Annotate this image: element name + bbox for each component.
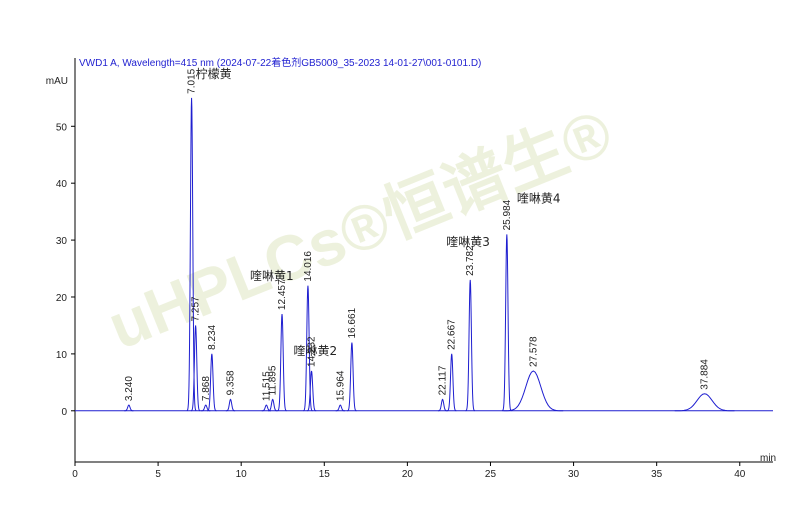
peak-label: 16.661: [347, 307, 358, 338]
peak-label: 11.515: [261, 371, 272, 401]
peak: [335, 404, 345, 412]
peak: [207, 353, 217, 412]
x-tick-label: 20: [402, 469, 414, 480]
peak-label: 12.457: [277, 279, 288, 310]
x-tick-label: 5: [155, 469, 161, 480]
peak-label: 14.232: [307, 336, 318, 367]
peak: [674, 393, 735, 412]
peak: [186, 97, 197, 412]
peak-label: 23.782: [465, 245, 476, 276]
peak-label: 3.240: [124, 376, 135, 401]
x-tick-label: 25: [485, 469, 497, 480]
x-tick-label: 35: [651, 469, 663, 480]
x-tick-label: 10: [236, 469, 248, 480]
peak: [190, 325, 201, 412]
y-tick-label: 10: [56, 350, 68, 361]
annotation: 柠檬黄: [196, 66, 232, 81]
peak: [268, 398, 278, 412]
peak: [503, 370, 564, 412]
peak-label: 11.895: [268, 365, 279, 395]
peak-label: 27.578: [528, 336, 539, 367]
peak-label: 7.868: [201, 376, 212, 401]
peak: [347, 342, 357, 412]
peak-label: 15.964: [335, 370, 346, 401]
annotation: 喹啉黄3: [446, 234, 490, 249]
peak-label: 7.257: [191, 296, 202, 321]
peak: [303, 285, 313, 412]
chart-title: VWD1 A, Wavelength=415 nm (2024-07-22着色剂…: [79, 56, 481, 69]
peak: [437, 398, 448, 412]
x-tick-label: 15: [319, 469, 331, 480]
peak: [446, 353, 457, 412]
x-tick-label: 0: [72, 469, 78, 480]
peak-label: 37.884: [700, 359, 711, 390]
y-axis-label: mAU: [46, 76, 68, 87]
peak: [225, 398, 236, 412]
peak: [201, 404, 211, 412]
peak-label: 9.358: [226, 370, 237, 395]
peak: [277, 314, 287, 412]
y-tick-label: 0: [61, 407, 67, 418]
x-tick-label: 40: [734, 469, 746, 480]
peak: [306, 370, 317, 412]
peak-label: 22.667: [447, 319, 458, 350]
peak-label: 14.016: [303, 251, 314, 282]
peak-label: 8.234: [207, 324, 218, 349]
annotation: 喹啉黄1: [250, 268, 294, 283]
annotation: 喹啉黄2: [294, 343, 338, 358]
y-tick-label: 20: [56, 293, 68, 304]
x-tick-label: 30: [568, 469, 580, 480]
y-tick-label: 50: [56, 122, 68, 133]
x-axis-label: min: [760, 453, 776, 464]
peak-label: 7.015: [187, 68, 198, 93]
peak: [124, 404, 134, 412]
peak-label: 25.984: [502, 199, 513, 230]
peak-label: 22.117: [438, 365, 449, 395]
watermark: uHPLCs®恒谱生®: [98, 96, 621, 363]
y-tick-label: 40: [56, 179, 68, 190]
y-tick-label: 30: [56, 236, 68, 247]
peak: [502, 234, 512, 412]
annotation: 喹啉黄4: [517, 190, 561, 205]
peak: [465, 279, 476, 412]
